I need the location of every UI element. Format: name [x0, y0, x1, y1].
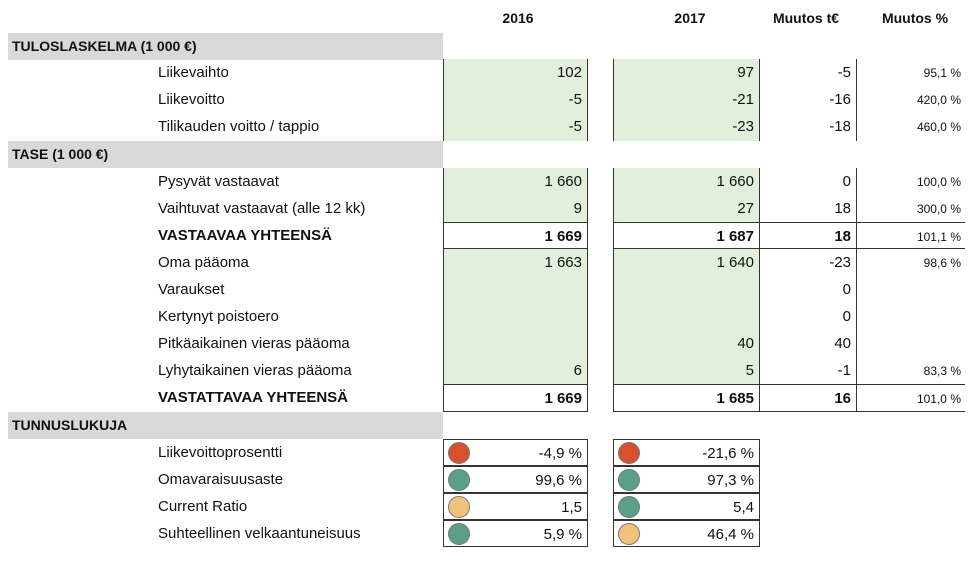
value-cell: 0	[760, 275, 857, 304]
value-cell: 5	[613, 357, 760, 385]
value-cell: -4,9 %	[443, 438, 588, 467]
value-cell: 460,0 %	[916, 120, 961, 135]
column-header: 2017	[674, 10, 706, 26]
status-light	[448, 441, 470, 464]
value-cell: -5	[443, 113, 588, 141]
column-header: 2016	[502, 10, 534, 26]
value-cell: 101,1 %	[857, 221, 965, 250]
row-label: VASTAAVAA YHTEENSÄ	[158, 226, 332, 244]
column-header: Muutos t€	[772, 10, 840, 26]
value-cell: 97	[613, 59, 760, 87]
value-cell: 9	[443, 194, 588, 223]
value-cell: 1 660	[443, 167, 588, 196]
value-cell: 46,4 %	[613, 519, 760, 548]
empty-cell	[443, 303, 588, 331]
value-cell: -16	[760, 86, 857, 114]
empty-cell	[857, 276, 965, 304]
row-label: Pysyvät vastaavat	[158, 172, 279, 190]
value-cell: -21	[613, 86, 760, 114]
value-cell: -5	[760, 59, 857, 87]
value-cell: -1	[760, 357, 857, 385]
row-label: Liikevoittoprosentti	[158, 443, 283, 461]
row-label: Vaihtuvat vastaavat (alle 12 kk)	[158, 199, 366, 217]
empty-cell	[857, 330, 965, 358]
value-cell: 1 669	[443, 384, 588, 412]
value-cell: 102	[443, 59, 588, 87]
value-cell: 40	[613, 330, 760, 358]
section-header: TULOSLASKELMA (1 000 €)	[8, 33, 443, 60]
status-light	[618, 495, 640, 518]
value-cell: -23	[760, 248, 857, 277]
row-label: Tilikauden voitto / tappio	[158, 118, 320, 136]
value-cell: 300,0 %	[916, 201, 961, 216]
row-label: Liikevaihto	[158, 64, 229, 82]
row-label: VASTATTAVAA YHTEENSÄ	[158, 389, 349, 407]
status-light	[618, 441, 640, 464]
value-cell: 1 660	[613, 167, 760, 196]
value-cell: 16	[760, 384, 857, 412]
empty-cell	[857, 303, 965, 331]
value-cell: 83,3 %	[923, 364, 961, 379]
column-header: Muutos %	[881, 10, 949, 26]
row-label: Pitkäaikainen vieras pääoma	[158, 335, 350, 353]
empty-cell	[443, 275, 588, 304]
value-cell: 6	[443, 357, 588, 385]
value-cell: 1 640	[613, 248, 760, 277]
value-cell: 0	[760, 167, 857, 196]
status-light	[618, 522, 640, 545]
value-cell: 100,0 %	[916, 174, 961, 189]
status-light	[618, 468, 640, 491]
value-cell: -21,6 %	[613, 438, 760, 467]
row-label: Oma pääoma	[158, 253, 249, 271]
row-label: Kertynyt poistoero	[158, 308, 279, 325]
value-cell: 420,0 %	[916, 93, 961, 108]
value-cell: -23	[613, 113, 760, 141]
value-cell: 1 663	[443, 248, 588, 277]
section-header: TASE (1 000 €)	[8, 141, 443, 169]
value-cell: 27	[613, 194, 760, 223]
value-cell: 5,9 %	[443, 519, 588, 548]
value-cell: 1,5	[443, 492, 588, 521]
value-cell: 18	[760, 194, 857, 223]
value-cell: -18	[760, 113, 857, 141]
section-header: TUNNUSLUKUJA	[8, 412, 443, 440]
value-cell: 98,6 %	[923, 255, 961, 270]
value-cell: -5	[443, 86, 588, 114]
empty-cell	[613, 303, 760, 331]
row-label: Liikevoitto	[158, 91, 225, 109]
empty-cell	[613, 275, 760, 304]
row-label: Varaukset	[158, 280, 225, 298]
value-cell: 101,0 %	[857, 384, 965, 412]
status-light	[448, 468, 470, 491]
value-cell: 99,6 %	[443, 465, 588, 494]
value-cell: 1 669	[443, 221, 588, 250]
status-light	[448, 495, 470, 518]
value-cell: 95,1 %	[923, 66, 961, 81]
row-label: Suhteellinen velkaantuneisuus	[158, 524, 361, 542]
row-label: Current Ratio	[158, 497, 248, 515]
value-cell: 5,4	[613, 492, 760, 521]
empty-cell	[443, 330, 588, 358]
value-cell: 1 687	[613, 221, 760, 250]
value-cell: 0	[760, 303, 857, 331]
value-cell: 40	[760, 330, 857, 358]
row-label: Lyhytaikainen vieras pääoma	[158, 362, 352, 380]
value-cell: 1 685	[613, 384, 760, 412]
value-cell: 97,3 %	[613, 465, 760, 494]
value-cell: 18	[760, 221, 857, 250]
status-light	[448, 522, 470, 545]
row-label: Omavaraisuusaste	[158, 470, 284, 488]
